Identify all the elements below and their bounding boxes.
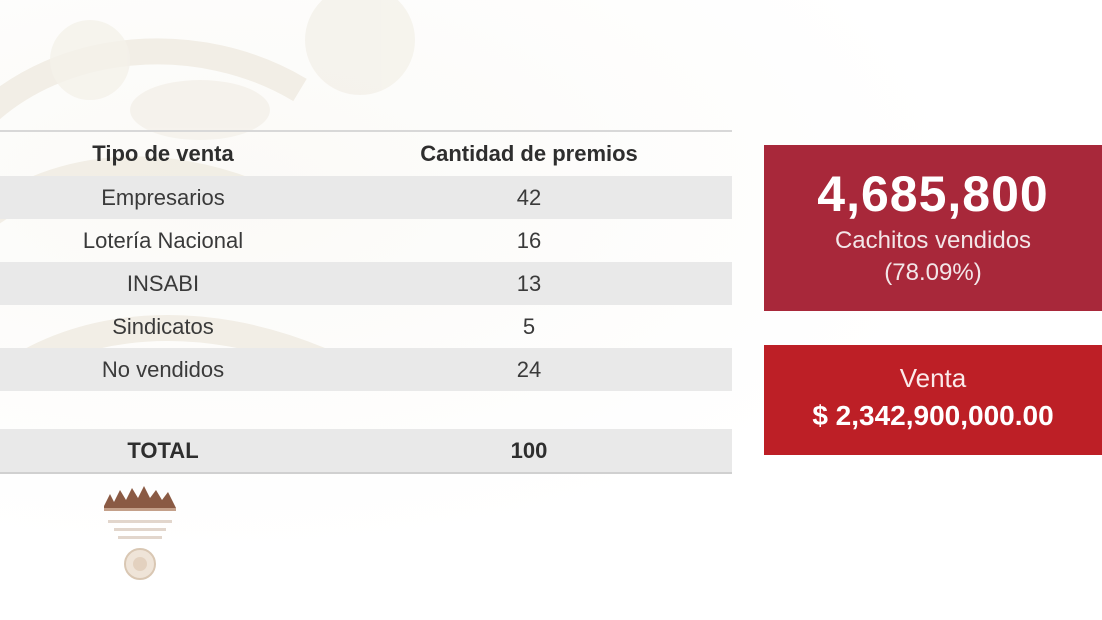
table-header-row: Tipo de venta Cantidad de premios [0, 132, 732, 176]
table-row: Lotería Nacional 16 [0, 219, 732, 262]
sale-amount: $ 2,342,900,000.00 [812, 400, 1054, 431]
sale-label: Venta [899, 363, 967, 393]
total-label: TOTAL [127, 437, 199, 463]
row-prize-count: 16 [516, 227, 542, 253]
tickets-sold-percent: (78.09%) [884, 259, 982, 286]
prize-table: Tipo de venta Cantidad de premios Empres… [0, 130, 732, 474]
header-prize-count: Cantidad de premios [420, 141, 638, 166]
tickets-sold-label: Cachitos vendidos [834, 227, 1032, 254]
table-total-row: TOTAL 100 [0, 429, 732, 474]
tickets-sold-box: 4,685,800 Cachitos vendidos (78.09%) [764, 145, 1102, 311]
tickets-sold-number: 4,685,800 [817, 166, 1049, 222]
header-sale-type: Tipo de venta [92, 141, 234, 166]
row-sale-type: INSABI [126, 270, 200, 296]
row-sale-type: No vendidos [101, 356, 225, 382]
row-prize-count: 13 [516, 270, 542, 296]
row-prize-count: 24 [516, 356, 542, 382]
total-count: 100 [510, 437, 548, 463]
table-row: Empresarios 42 [0, 176, 732, 219]
row-sale-type: Lotería Nacional [82, 227, 244, 253]
row-sale-type: Empresarios [101, 184, 225, 210]
table-row: Sindicatos 5 [0, 305, 732, 348]
table-spacer [0, 391, 732, 429]
row-sale-type: Sindicatos [112, 313, 214, 339]
row-prize-count: 5 [522, 313, 536, 339]
row-prize-count: 42 [516, 184, 542, 210]
table-row: INSABI 13 [0, 262, 732, 305]
table-row: No vendidos 24 [0, 348, 732, 391]
government-emblem-icon [104, 486, 176, 580]
sale-amount-box: Venta $ 2,342,900,000.00 [764, 345, 1102, 455]
